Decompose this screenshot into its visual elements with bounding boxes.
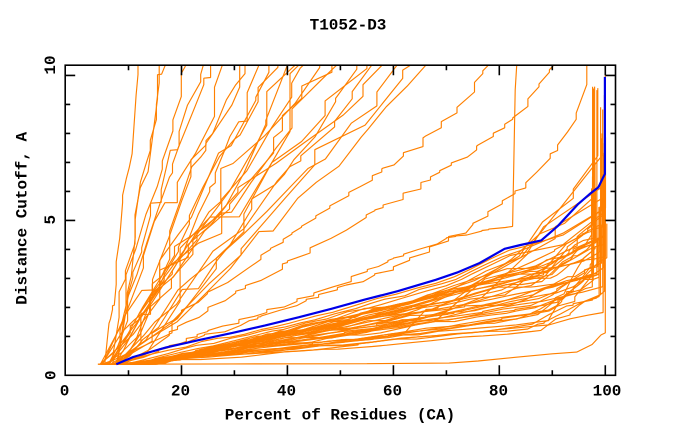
svg-text:60: 60 [383, 382, 402, 400]
svg-text:80: 80 [489, 382, 508, 400]
svg-text:100: 100 [593, 382, 622, 400]
svg-text:40: 40 [277, 382, 296, 400]
svg-text:5: 5 [42, 215, 60, 225]
svg-text:T1052-D3: T1052-D3 [310, 17, 387, 35]
svg-text:20: 20 [171, 382, 190, 400]
svg-text:10: 10 [42, 55, 60, 74]
svg-text:0: 0 [60, 382, 70, 400]
svg-text:0: 0 [42, 370, 60, 380]
svg-text:Percent of Residues (CA): Percent of Residues (CA) [225, 407, 455, 425]
svg-text:Distance Cutoff, A: Distance Cutoff, A [14, 131, 32, 304]
